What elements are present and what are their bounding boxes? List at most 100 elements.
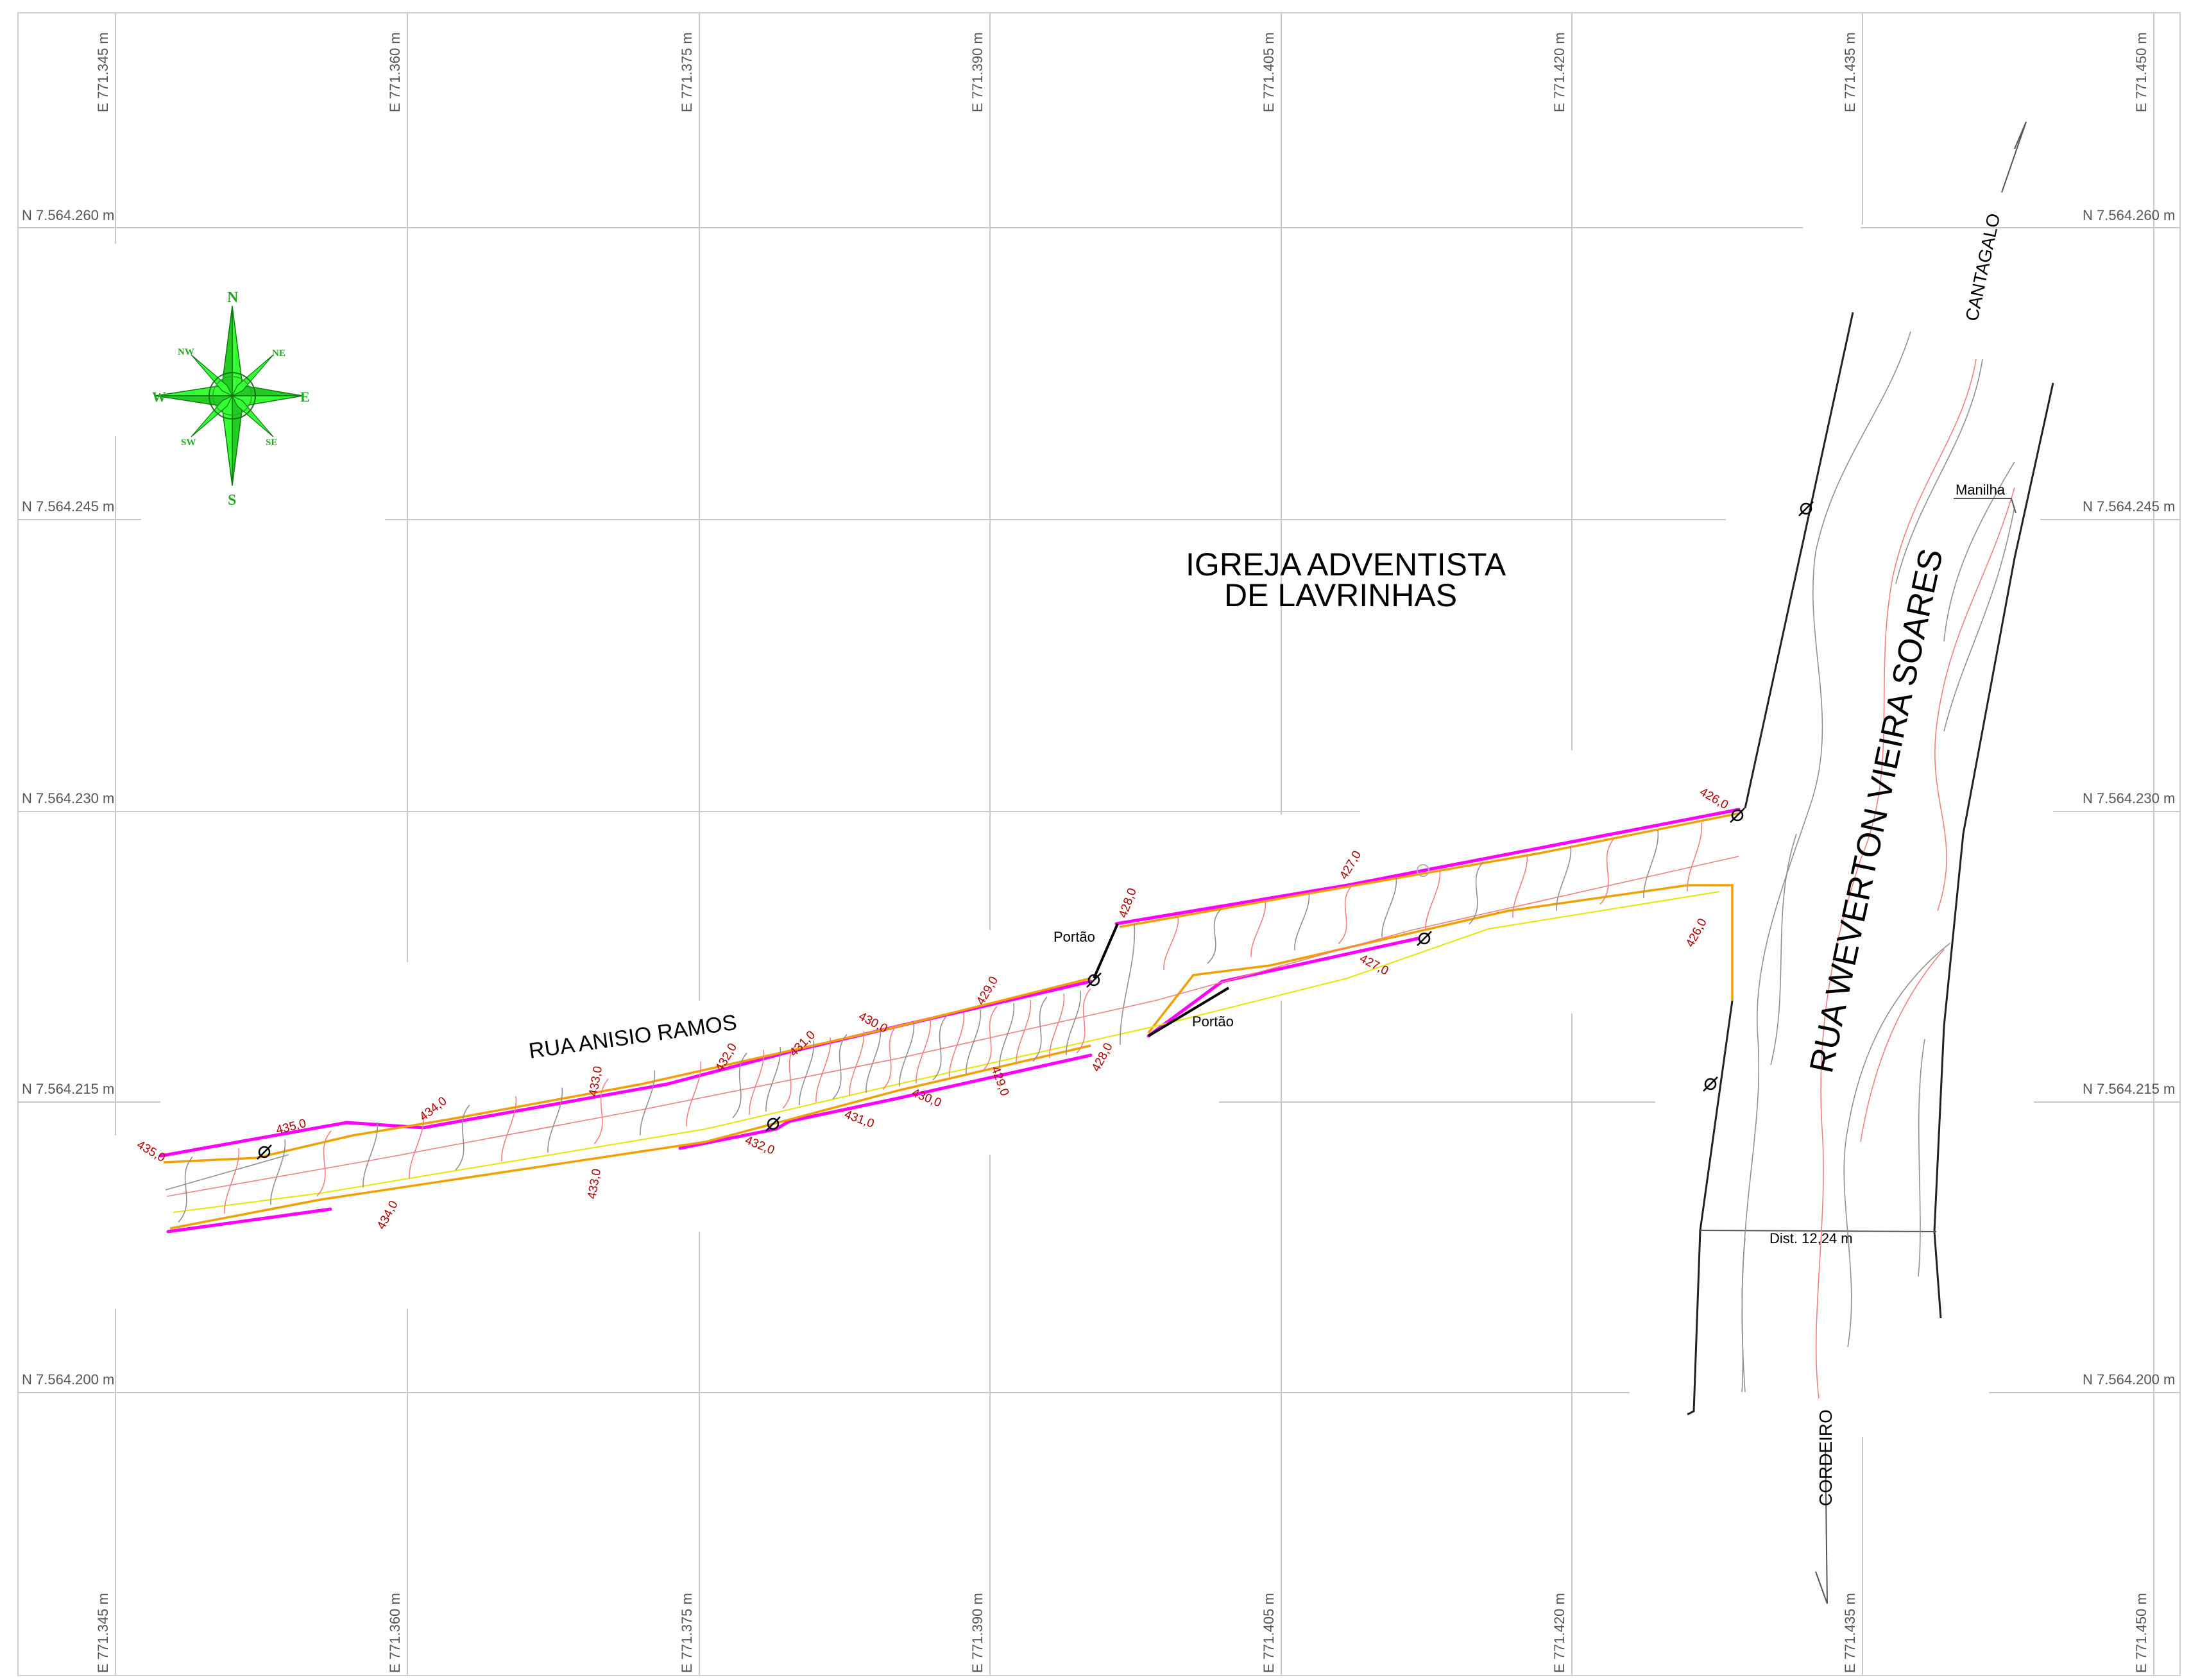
contour-line bbox=[640, 1070, 656, 1135]
contour-line bbox=[1338, 885, 1353, 944]
contour-line bbox=[316, 1130, 332, 1197]
post-icon bbox=[1417, 931, 1432, 946]
easting-label: E 771.375 m bbox=[679, 1593, 695, 1673]
direction-label-cordeiro: CORDEIRO bbox=[1816, 1409, 1836, 1506]
northing-label: N 7.564.215 m bbox=[22, 1081, 114, 1097]
post-icon bbox=[1730, 808, 1745, 823]
compass-nw: NW bbox=[178, 347, 194, 357]
gate-lines bbox=[1093, 923, 1230, 1037]
easting-labels-bottom: E 771.345 m E 771.360 m E 771.375 m E 77… bbox=[95, 1593, 2149, 1673]
easting-label: E 771.405 m bbox=[1261, 1593, 1277, 1673]
easting-label: E 771.390 m bbox=[969, 1593, 985, 1673]
contour-line bbox=[749, 1049, 765, 1115]
contour-line bbox=[1556, 845, 1572, 912]
contour-line bbox=[455, 1105, 470, 1171]
contour-line bbox=[916, 1019, 932, 1083]
contour-line bbox=[593, 1078, 609, 1144]
easting-label: E 771.420 m bbox=[1551, 1593, 1567, 1673]
northing-label: N 7.564.245 m bbox=[2083, 498, 2175, 514]
easting-label: E 771.345 m bbox=[95, 32, 111, 112]
contour-line bbox=[1294, 892, 1310, 951]
easting-label: E 771.450 m bbox=[2133, 32, 2149, 112]
northing-gridlines bbox=[18, 227, 2180, 1393]
contour-line bbox=[1512, 854, 1528, 918]
contour-line bbox=[1425, 869, 1441, 931]
contour-line bbox=[882, 1024, 898, 1090]
arrow-south-icon bbox=[1815, 1443, 1828, 1604]
northing-labels-right: N 7.564.260 m N 7.564.245 m N 7.564.230 … bbox=[2083, 207, 2175, 1387]
easting-label: E 771.435 m bbox=[1842, 1593, 1858, 1673]
contour-line bbox=[1643, 830, 1659, 898]
contour-line bbox=[1599, 838, 1615, 905]
northing-label: N 7.564.230 m bbox=[2083, 790, 2175, 806]
contour-line bbox=[1076, 988, 1091, 1054]
contour-line bbox=[270, 1139, 286, 1205]
contour-line bbox=[1207, 908, 1222, 964]
gate-label: Portão bbox=[1192, 1014, 1234, 1030]
compass-sw: SW bbox=[181, 437, 196, 448]
contour-line bbox=[1687, 822, 1703, 892]
compass-ne: NE bbox=[272, 348, 286, 359]
contour-line bbox=[1469, 861, 1484, 925]
church-label: DE LAVRINHAS bbox=[1224, 577, 1457, 613]
contour-line bbox=[686, 1062, 702, 1127]
easting-label: E 771.420 m bbox=[1551, 32, 1567, 112]
easting-label: E 771.375 m bbox=[679, 32, 695, 112]
contour-line bbox=[899, 1021, 915, 1087]
easting-label: E 771.405 m bbox=[1261, 32, 1277, 112]
easting-label: E 771.345 m bbox=[95, 1593, 111, 1673]
contour-line bbox=[966, 1009, 982, 1074]
survey-point-icon bbox=[1417, 864, 1429, 877]
compass-e: E bbox=[300, 389, 310, 405]
easting-labels-top: E 771.345 m E 771.360 m E 771.375 m E 77… bbox=[95, 32, 2149, 112]
contour-line bbox=[832, 1033, 848, 1099]
church-label: IGREJA ADVENTISTA bbox=[1186, 547, 1506, 582]
compass-rose-icon: N S E W NE NW SE SW bbox=[152, 289, 310, 509]
culvert-label: Manilha bbox=[1956, 482, 2006, 498]
compass-s: S bbox=[228, 492, 236, 509]
contour-line bbox=[782, 1043, 797, 1109]
post-icon bbox=[1086, 972, 1102, 988]
contour-line bbox=[799, 1040, 815, 1106]
contour-line bbox=[1066, 990, 1082, 1055]
contour-line bbox=[409, 1113, 425, 1179]
contour-line bbox=[1250, 901, 1266, 957]
contour-line bbox=[949, 1012, 965, 1078]
northing-label: N 7.564.260 m bbox=[22, 207, 114, 223]
arrow-north-icon bbox=[2001, 121, 2027, 193]
easting-label: E 771.360 m bbox=[387, 1593, 403, 1673]
contour-line bbox=[501, 1096, 517, 1162]
contour-line bbox=[932, 1015, 948, 1081]
contour-line bbox=[547, 1087, 563, 1153]
contour-line bbox=[1049, 994, 1065, 1058]
contour-line bbox=[362, 1122, 379, 1188]
contour-line bbox=[178, 1156, 193, 1223]
contour-line bbox=[1016, 999, 1032, 1065]
post-icons bbox=[257, 501, 1814, 1160]
contour-line bbox=[765, 1046, 781, 1112]
easting-label: E 771.390 m bbox=[969, 32, 985, 112]
easting-gridlines bbox=[115, 13, 2154, 1676]
contour-line bbox=[815, 1037, 831, 1103]
compass-n: N bbox=[227, 289, 239, 306]
compass-se: SE bbox=[266, 437, 277, 448]
contour-line bbox=[1032, 996, 1048, 1062]
post-icon bbox=[765, 1116, 781, 1132]
northing-label: N 7.564.215 m bbox=[2083, 1081, 2175, 1097]
distance-label: Dist. 12,24 m bbox=[1769, 1230, 1853, 1246]
post-icon bbox=[257, 1144, 272, 1160]
post-icon bbox=[1703, 1076, 1718, 1092]
street-anisio-ramos bbox=[158, 808, 1741, 1234]
easting-label: E 771.450 m bbox=[2133, 1593, 2149, 1673]
northing-label: N 7.564.230 m bbox=[22, 790, 114, 806]
contour-line bbox=[865, 1028, 882, 1093]
contour-line bbox=[732, 1053, 747, 1119]
easting-label: E 771.435 m bbox=[1842, 32, 1858, 112]
contour-line bbox=[1381, 877, 1397, 938]
contour-line bbox=[224, 1148, 240, 1214]
street-weverton bbox=[1687, 312, 2054, 1416]
contour-line bbox=[849, 1031, 865, 1096]
northing-label: N 7.564.245 m bbox=[22, 498, 114, 514]
northing-label: N 7.564.200 m bbox=[2083, 1371, 2175, 1387]
easting-label: E 771.360 m bbox=[387, 32, 403, 112]
